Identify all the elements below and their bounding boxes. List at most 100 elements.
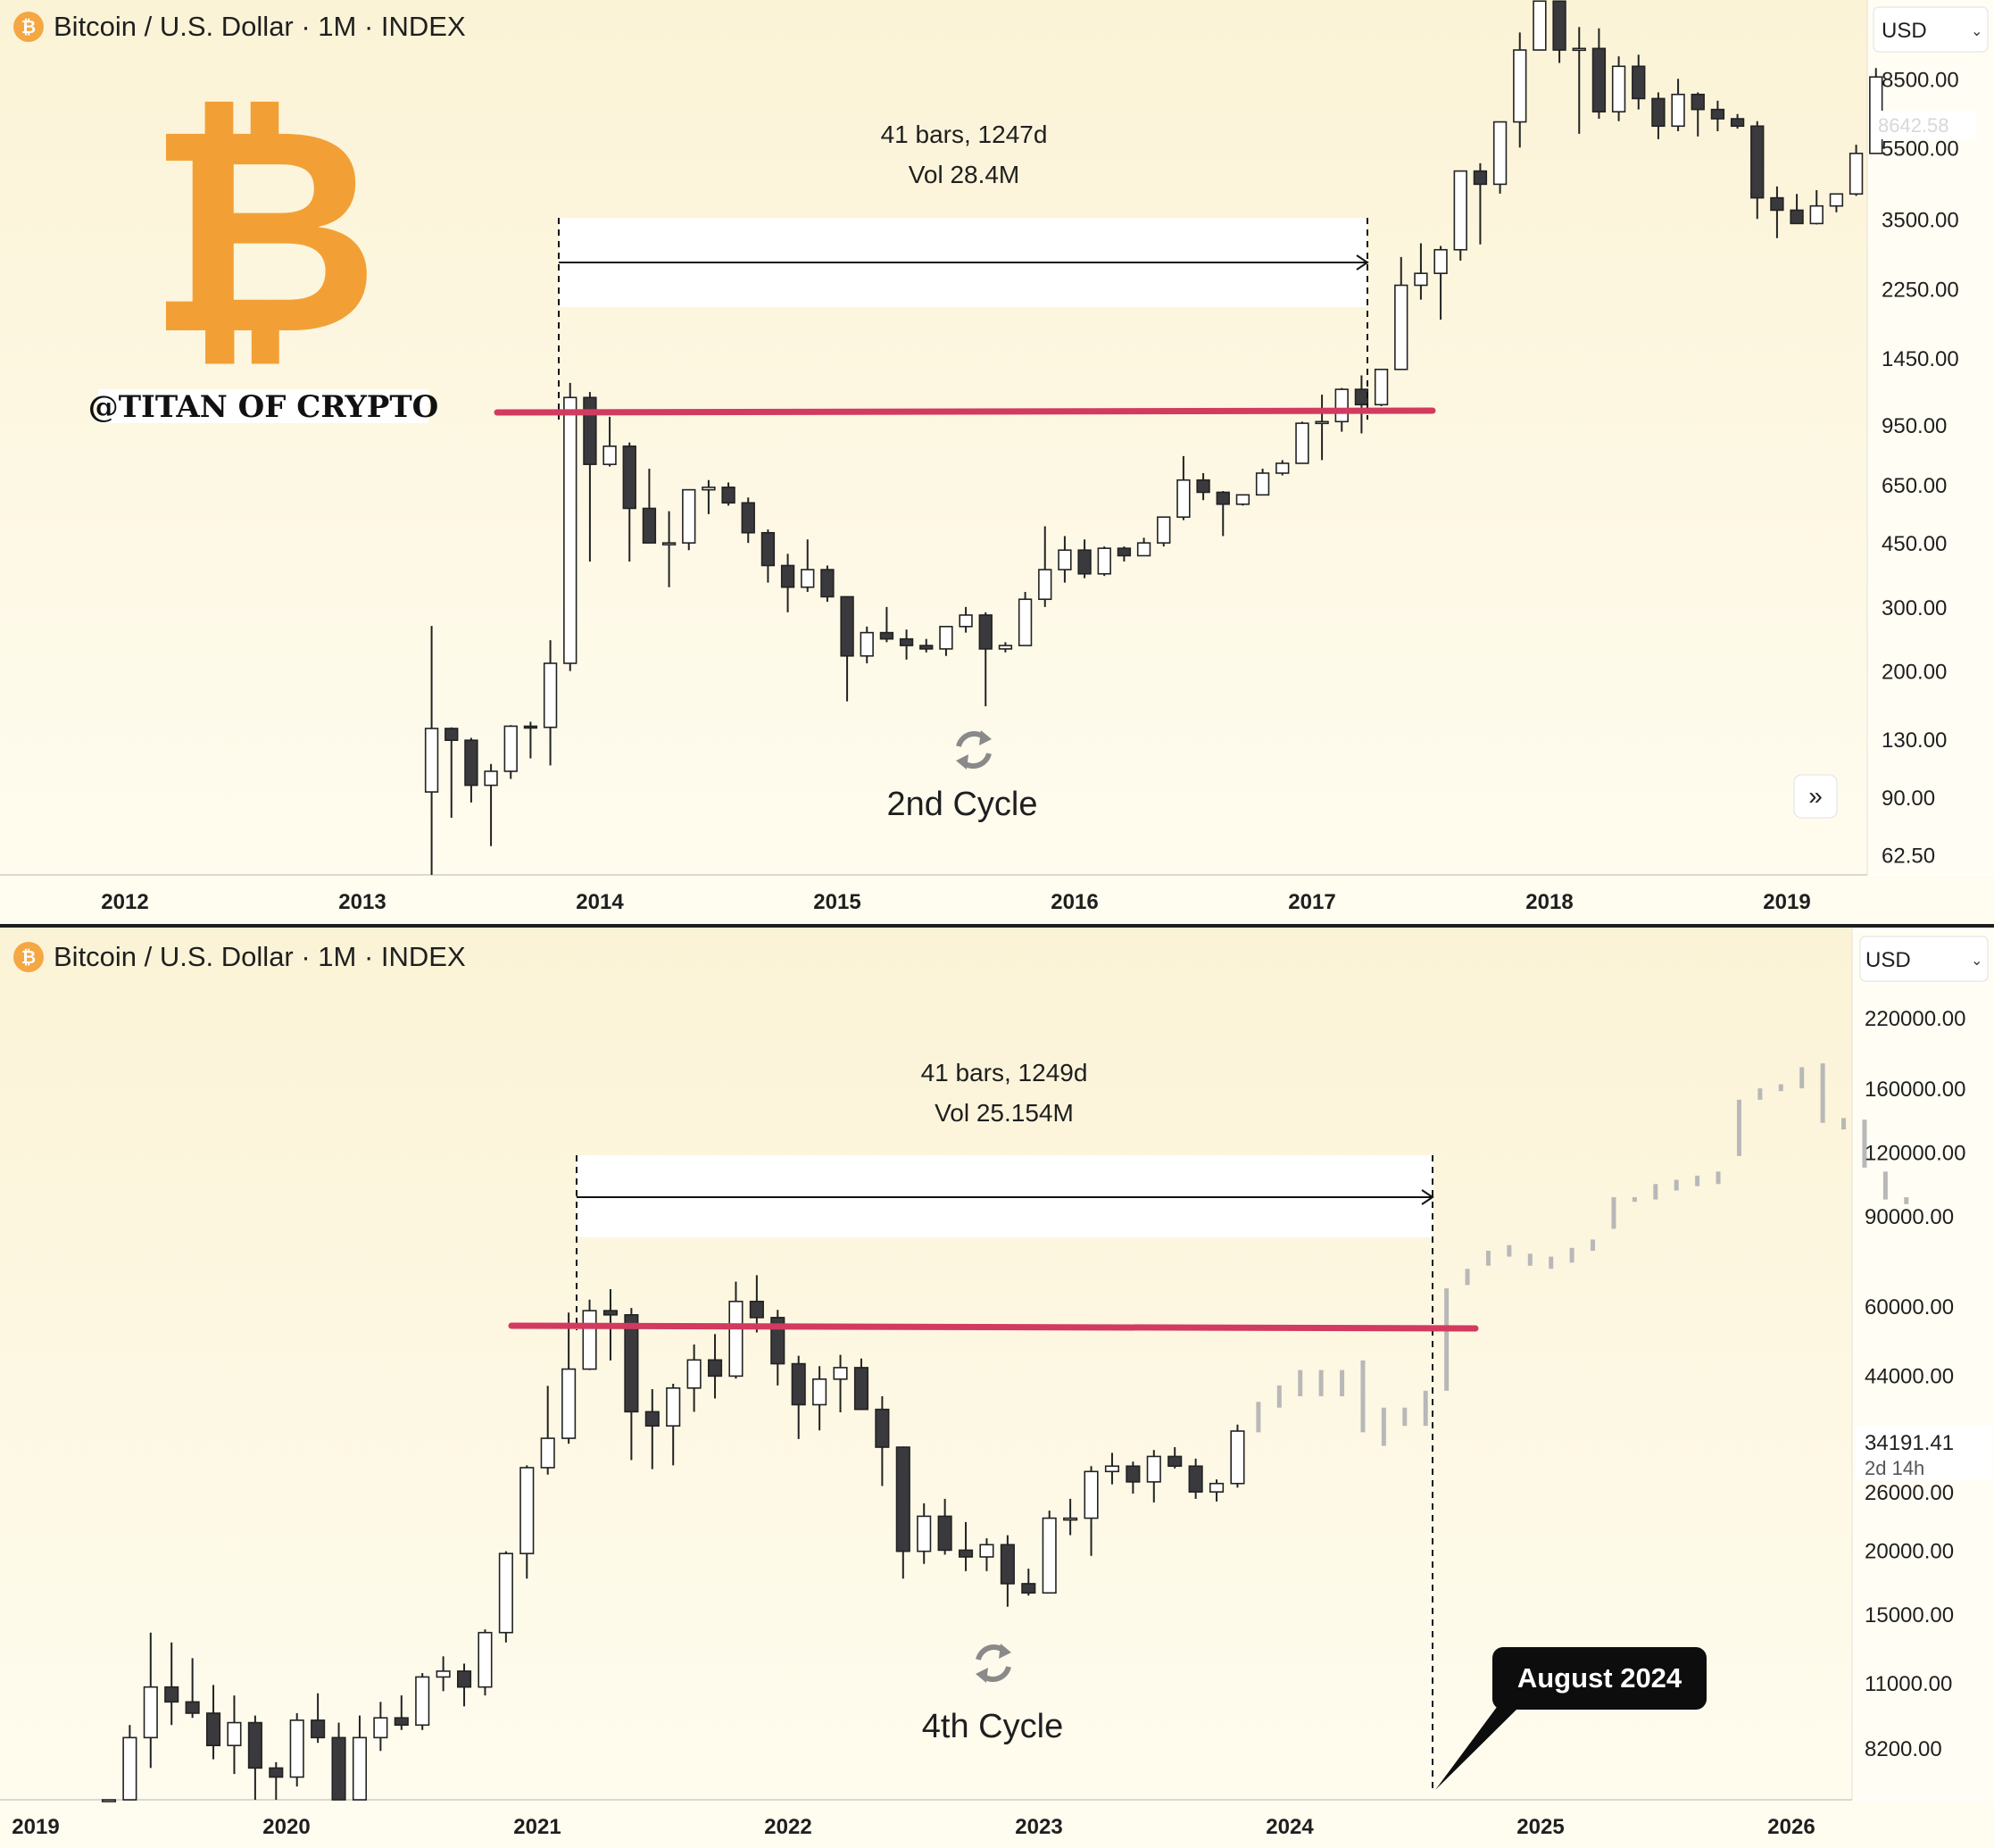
candle <box>1058 536 1072 583</box>
candle <box>1235 494 1250 506</box>
bear-candle-body <box>622 445 636 510</box>
price-tick-label: 200.00 <box>1882 661 1947 685</box>
bear-candle-body <box>1196 479 1210 494</box>
candle <box>1849 145 1864 196</box>
candle <box>682 488 696 551</box>
bear-candle-body <box>456 1670 472 1688</box>
bull-candle-body <box>833 1367 848 1380</box>
candle <box>523 721 538 759</box>
bottom-currency-select[interactable]: USD ⌄ <box>1859 936 1989 982</box>
date-tick-label: 2025 <box>1516 1815 1564 1839</box>
chevron-down-icon: ⌄ <box>1971 953 1982 969</box>
top-resistance-line[interactable] <box>494 407 1436 416</box>
bear-candle-body <box>937 1515 952 1552</box>
candle <box>899 629 914 660</box>
date-tick-label: 2021 <box>513 1815 561 1839</box>
scroll-to-realtime-button[interactable]: » <box>1793 774 1838 819</box>
cycle-label: 4th Cycle <box>922 1708 1063 1745</box>
candle <box>853 1358 869 1411</box>
price-tick-label: 160000.00 <box>1865 1078 1965 1102</box>
bull-candle-body <box>801 569 815 588</box>
candle <box>1433 246 1448 320</box>
top-currency-select[interactable]: USD ⌄ <box>1873 6 1989 53</box>
watermark-text: @TITAN OF CRYPTO <box>88 389 439 425</box>
bear-candle-body <box>1790 209 1804 225</box>
bull-candle-body <box>1671 93 1685 128</box>
candle <box>1533 0 1547 51</box>
bull-candle-body <box>1058 549 1072 570</box>
candle <box>1097 546 1111 577</box>
candle <box>1750 121 1765 220</box>
candle <box>484 763 498 846</box>
candle <box>958 1521 974 1571</box>
bear-candle-body <box>895 1446 910 1552</box>
candle <box>721 482 735 506</box>
bear-candle-body <box>644 1411 660 1427</box>
bull-candle-body <box>1230 1430 1245 1485</box>
candle <box>1611 56 1626 121</box>
bull-candle-body <box>1018 598 1033 646</box>
bull-candle-body <box>1394 284 1408 370</box>
bull-candle-body <box>666 1387 681 1427</box>
double-chevron-right-icon: » <box>1808 782 1823 810</box>
last-price-value: 34191.41 <box>1865 1431 1954 1455</box>
scroll-button-box[interactable] <box>1793 774 1838 819</box>
candle <box>833 1354 848 1413</box>
candle <box>1176 455 1191 520</box>
candle <box>456 1663 472 1707</box>
candle <box>1084 1466 1099 1556</box>
candle <box>879 606 894 643</box>
symbol-header[interactable]: Bitcoin / U.S. Dollar · 1M · INDEX <box>54 941 466 972</box>
bear-candle-body <box>642 507 657 544</box>
bull-candle-body <box>503 725 518 772</box>
bull-candle-body <box>1146 1455 1161 1483</box>
candle <box>1146 1450 1161 1503</box>
candle <box>311 1693 326 1744</box>
bear-candle-body <box>311 1719 326 1739</box>
bull-candle-body <box>352 1736 368 1801</box>
currency-select-box[interactable] <box>1859 936 1989 982</box>
candle <box>728 1281 744 1379</box>
candle <box>707 1334 723 1399</box>
price-tick-label: 3500.00 <box>1882 208 1959 232</box>
candle <box>791 1355 806 1439</box>
date-tick-label: 2012 <box>101 890 148 914</box>
candle <box>661 511 677 587</box>
candle <box>269 1761 284 1800</box>
bull-candle-body <box>101 1799 117 1802</box>
bottom-header[interactable]: ₿ Bitcoin / U.S. Dollar · 1M · INDEX <box>13 941 466 972</box>
candle <box>1196 472 1210 501</box>
currency-select-box[interactable] <box>1873 6 1989 53</box>
top-measure-tool[interactable]: 41 bars, 1247d Vol 28.4M <box>558 121 1369 420</box>
candle <box>820 565 835 603</box>
date-tick-label: 2013 <box>338 890 386 914</box>
candle <box>1453 170 1467 261</box>
bear-candle-body <box>269 1767 284 1778</box>
measure-volume-label: Vol 28.4M <box>909 161 1020 188</box>
bear-candle-body <box>749 1300 764 1319</box>
bear-candle-body <box>444 728 459 741</box>
bear-candle-body <box>1077 549 1092 575</box>
candle <box>937 1498 952 1555</box>
bull-candle-body <box>1235 494 1250 505</box>
top-header[interactable]: ₿ Bitcoin / U.S. Dollar · 1M · INDEX <box>13 11 466 42</box>
date-tick-label: 2019 <box>1763 890 1810 914</box>
bear-candle-body <box>1473 170 1488 186</box>
price-tick-label: 950.00 <box>1882 414 1947 438</box>
candle <box>686 1344 702 1412</box>
bottom-resistance-line[interactable] <box>508 1322 1479 1332</box>
price-tag-box <box>1871 111 1976 139</box>
candle <box>122 1725 137 1801</box>
top-panel: 12000.008500.005500.003500.002250.001450… <box>0 0 1994 925</box>
bull-candle-body <box>143 1686 158 1739</box>
candle <box>519 1465 535 1579</box>
bull-candle-body <box>917 1515 932 1552</box>
watermark-backdrop <box>98 389 428 423</box>
symbol-header[interactable]: Bitcoin / U.S. Dollar · 1M · INDEX <box>54 11 466 42</box>
bar-countdown: 2d 14h <box>1865 1457 1924 1479</box>
bottom-measure-tool[interactable]: 41 bars, 1249d Vol 25.154M <box>576 1059 1434 1790</box>
bull-candle-body <box>1209 1482 1225 1493</box>
price-tag-value: 8642.58 <box>1878 114 1949 137</box>
candle <box>1394 256 1408 370</box>
bottom-price-axis-background <box>1852 928 1994 1800</box>
